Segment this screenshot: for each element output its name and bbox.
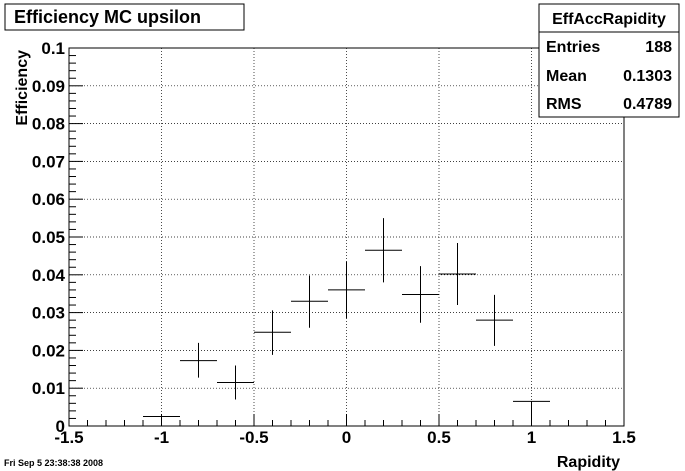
y-tick-label: 0.08 — [32, 115, 65, 134]
y-tick-label: 0.09 — [32, 77, 65, 96]
data-point — [402, 266, 439, 323]
data-point — [143, 416, 180, 426]
y-tick-label: 0 — [56, 417, 65, 436]
stats-entries-label: Entries — [546, 39, 600, 56]
data-point — [328, 261, 365, 319]
x-tick-label: 1.5 — [612, 428, 636, 447]
data-point — [217, 365, 254, 400]
stats-box-frame — [538, 3, 680, 118]
x-tick-label: -1 — [154, 428, 169, 447]
x-tick-label: 1 — [527, 428, 536, 447]
y-tick-label: 0.03 — [32, 304, 65, 323]
y-tick-label: 0.06 — [32, 190, 65, 209]
title-box: Efficiency MC upsilon — [4, 3, 245, 31]
y-tick-label: 0.1 — [41, 39, 65, 58]
grid — [69, 48, 624, 426]
data-points — [143, 218, 550, 426]
data-point — [513, 400, 550, 417]
stats-rms-value: 0.4789 — [623, 96, 672, 113]
x-tick-label: 0 — [342, 428, 351, 447]
stats-mean-value: 0.1303 — [623, 68, 672, 85]
stats-entries-value: 188 — [645, 39, 672, 56]
data-point — [439, 243, 476, 306]
stats-name: EffAccRapidity — [552, 11, 666, 28]
x-tick-label: -0.5 — [239, 428, 268, 447]
y-tick-label: 0.07 — [32, 152, 65, 171]
data-point — [291, 275, 328, 328]
data-point — [476, 294, 513, 346]
x-axis-label: Rapidity — [557, 454, 620, 471]
axes: -1.5 -1 -0.5 0 0.5 1 1.5 0 0.01 0.02 0.03 0.04 0.05 0… — [32, 39, 636, 447]
title-box-frame — [4, 3, 245, 31]
data-point — [365, 218, 402, 283]
timestamp: Fri Sep 5 23:38:38 2008 — [4, 458, 103, 468]
y-tick-label: 0.05 — [32, 228, 65, 247]
data-point — [254, 310, 291, 355]
data-point — [180, 342, 217, 378]
stats-rms-label: RMS — [546, 96, 582, 113]
stats-mean-label: Mean — [546, 68, 587, 85]
stats-box: EffAccRapidity Entries 188 Mean 0.1303 R… — [538, 3, 680, 118]
y-tick-label: 0.01 — [32, 379, 65, 398]
x-tick-label: 0.5 — [427, 428, 451, 447]
chart-title: Efficiency MC upsilon — [14, 7, 201, 27]
x-tick-label: -1.5 — [54, 428, 83, 447]
y-tick-label: 0.04 — [32, 266, 66, 285]
y-axis-label: Efficiency — [14, 50, 31, 126]
y-tick-label: 0.02 — [32, 341, 65, 360]
